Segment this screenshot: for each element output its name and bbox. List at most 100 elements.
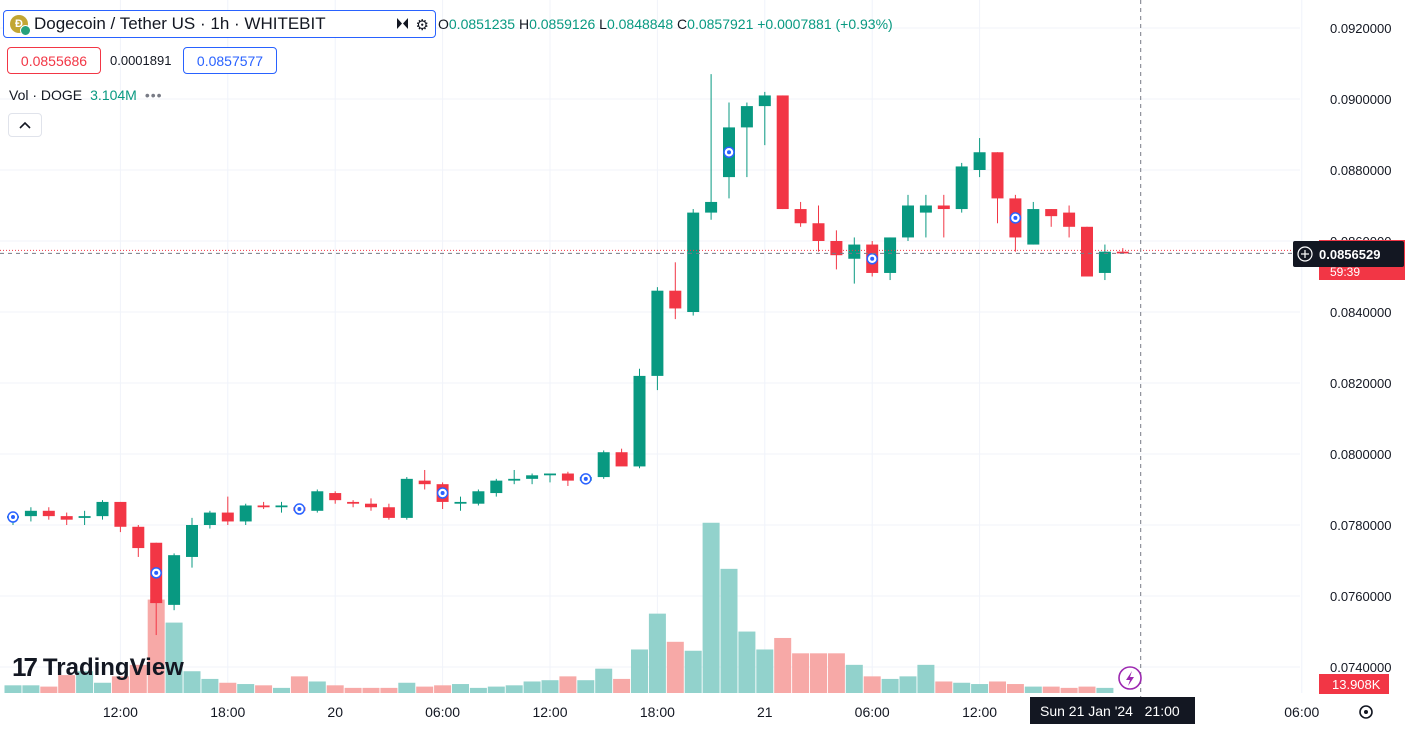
time-tick-label: 06:00	[425, 704, 460, 720]
time-axis[interactable]: 12:00 18:00 20 06:00 12:00 18:00 21 06:00 12:00 0…	[103, 704, 1320, 720]
price-tick-label: 0.0920000	[1330, 21, 1391, 36]
volume-bar	[666, 641, 684, 693]
volume-bar	[827, 653, 845, 693]
time-tick-label: 18:00	[640, 704, 675, 720]
event-marker-dot	[870, 256, 875, 261]
volume-bar	[452, 684, 469, 693]
dogecoin-icon: Ð	[10, 15, 31, 36]
volume-bar	[810, 653, 827, 693]
volume-bar	[648, 613, 666, 693]
volume-bar	[469, 687, 487, 693]
candle-body	[257, 505, 270, 508]
volume-bar	[22, 685, 40, 693]
high-label: H	[518, 16, 530, 32]
volume-bar	[416, 686, 434, 693]
candle-body	[955, 166, 968, 210]
time-tick-label: 21	[757, 704, 773, 720]
chart-grid	[0, 0, 1303, 693]
symbol-title: Dogecoin / Tether US · 1h · WHITEBIT	[34, 14, 326, 33]
volume-bar	[147, 599, 165, 693]
volume-bar	[40, 686, 58, 693]
volume-bar	[290, 676, 308, 693]
candle-body	[937, 205, 950, 210]
volume-bar	[774, 637, 792, 693]
candle-body	[919, 205, 932, 213]
open-value: 0.0851235	[448, 16, 516, 32]
candle-body	[1027, 209, 1040, 245]
volume-bar	[1042, 686, 1060, 693]
event-markers[interactable]	[7, 146, 1022, 579]
symbol-title-bar[interactable]: Ð Dogecoin / Tether US · 1h · WHITEBIT ⚙	[3, 10, 436, 38]
volume-bar	[631, 649, 648, 693]
volume-bar	[863, 676, 881, 693]
volume-label: Vol · DOGE	[9, 87, 83, 103]
tradingview-logo[interactable]: 17 TradingView	[12, 652, 184, 683]
volume-bar	[505, 685, 523, 693]
candle-body	[42, 510, 55, 517]
price-axis[interactable]: 0.09200000.09000000.08800000.08600000.08…	[1330, 21, 1391, 675]
candle-body	[973, 152, 986, 170]
candle-body	[168, 555, 181, 605]
tradingview-logo-text: TradingView	[42, 653, 184, 681]
hide-icon[interactable]	[396, 17, 409, 30]
volume-bar	[935, 681, 953, 693]
crosshair-time-label: Sun 21 Jan '24 21:00	[1030, 697, 1195, 724]
candle-body	[1063, 212, 1076, 227]
candle-body	[60, 516, 73, 520]
settings-icon[interactable]	[1359, 705, 1373, 719]
time-tick-label: 12:00	[962, 704, 997, 720]
volume-bar	[76, 671, 94, 693]
gear-icon[interactable]: ⚙	[415, 17, 429, 34]
candle-body	[472, 491, 485, 504]
bar-countdown: 59:39	[1330, 265, 1360, 279]
volume-bar	[94, 682, 111, 693]
time-tick-label: 06:00	[1284, 704, 1319, 720]
volume-bar	[1096, 687, 1114, 693]
more-icon[interactable]: •••	[144, 87, 163, 103]
price-tick-label: 0.0820000	[1330, 376, 1391, 391]
volume-bar	[1078, 686, 1096, 693]
price-tick-label: 0.0740000	[1330, 660, 1391, 675]
low-value: 0.0848848	[606, 16, 674, 32]
add-alert-icon	[1297, 246, 1313, 262]
volume-bar	[344, 687, 362, 693]
flash-icon[interactable]	[1118, 666, 1142, 690]
price-tick-label: 0.0780000	[1330, 518, 1391, 533]
volume-bar	[4, 685, 22, 693]
volume-bar	[237, 684, 255, 693]
open-label: O	[438, 16, 449, 32]
last-price-badge: 0.0856529 59:39	[1293, 240, 1405, 280]
candle-body	[705, 201, 718, 213]
candle-body	[526, 475, 539, 479]
candle-body	[544, 473, 556, 476]
volume-badge-value: 13.908K	[1332, 677, 1381, 692]
volume-bar	[845, 664, 863, 693]
candle-body	[490, 480, 503, 494]
candle-body	[812, 223, 825, 241]
high-value: 0.0859126	[529, 16, 596, 32]
volume-bar	[989, 681, 1006, 693]
candle-body	[1116, 251, 1129, 254]
collapse-legend-button[interactable]	[8, 113, 42, 137]
candle-body	[186, 525, 198, 557]
buy-button[interactable]: 0.0857577	[183, 47, 277, 74]
event-marker-dot	[583, 476, 588, 481]
volume-bar	[613, 678, 631, 693]
chevron-up-icon	[19, 121, 31, 129]
tether-icon	[20, 25, 31, 36]
candle-body	[651, 290, 664, 376]
event-marker-dot	[727, 150, 731, 155]
volume-legend[interactable]: Vol · DOGE 3.104M •••	[9, 87, 163, 103]
candle-body	[221, 512, 234, 522]
candle-body	[365, 503, 377, 508]
time-tick-label: 18:00	[210, 704, 245, 720]
candle-body	[794, 209, 807, 224]
volume-bar	[434, 685, 452, 693]
volume-bar	[398, 682, 416, 693]
price-tick-label: 0.0900000	[1330, 92, 1391, 107]
sell-button[interactable]: 0.0855686	[7, 47, 101, 74]
candle-body	[561, 473, 574, 481]
candle-body	[114, 501, 127, 527]
volume-bar	[129, 664, 147, 693]
